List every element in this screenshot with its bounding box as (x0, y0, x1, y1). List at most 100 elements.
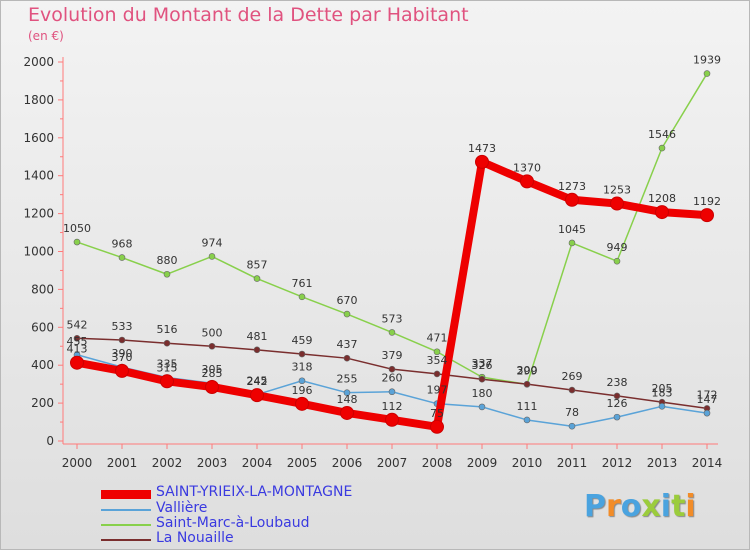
data-point-saint-marc-a-loubaud (568, 239, 576, 247)
chart-title: Evolution du Montant de la Dette par Hab… (28, 4, 469, 26)
logo-letter: i (685, 489, 696, 524)
data-point-la-nouaille (118, 336, 126, 344)
data-point-la-nouaille (298, 350, 306, 358)
data-label-saint-yrieix-la-montagne: 1473 (468, 142, 496, 155)
data-label-saint-marc-a-loubaud: 337 (472, 357, 493, 370)
data-label-valliere: 335 (157, 358, 178, 371)
data-point-saint-yrieix-la-montagne (520, 174, 534, 189)
data-point-valliere (703, 409, 711, 417)
data-label-saint-yrieix-la-montagne: 1208 (648, 192, 676, 205)
data-label-valliere: 126 (607, 397, 628, 410)
y-tick-label: 400 (31, 358, 54, 372)
data-label-saint-marc-a-loubaud: 974 (202, 236, 223, 249)
data-label-la-nouaille: 533 (112, 320, 133, 333)
data-label-saint-marc-a-loubaud: 761 (292, 277, 313, 290)
data-point-valliere (343, 389, 351, 396)
logo-letter: r (606, 489, 621, 524)
data-label-la-nouaille: 354 (427, 354, 448, 367)
data-point-saint-marc-a-loubaud (298, 293, 306, 301)
data-point-la-nouaille (523, 380, 531, 388)
logo-letter: P (584, 489, 606, 524)
data-point-saint-yrieix-la-montagne (430, 419, 444, 434)
data-label-la-nouaille: 481 (247, 330, 268, 343)
data-label-valliere: 260 (382, 372, 403, 385)
data-point-la-nouaille (163, 339, 171, 347)
data-label-saint-marc-a-loubaud: 573 (382, 312, 403, 325)
data-label-saint-yrieix-la-montagne: 112 (382, 400, 403, 413)
data-point-la-nouaille (613, 392, 621, 400)
data-point-saint-yrieix-la-montagne (160, 374, 174, 389)
legend-label-saint-marc-a-loubaud: Saint-Marc-à-Loubaud (156, 515, 310, 531)
data-label-saint-marc-a-loubaud: 670 (337, 294, 358, 307)
data-label-saint-marc-a-loubaud: 880 (157, 254, 178, 267)
legend-swatch-saint-yrieix-la-montagne (101, 490, 151, 499)
logo-letter: o (620, 489, 642, 524)
data-label-saint-yrieix-la-montagne: 413 (67, 343, 88, 356)
data-label-la-nouaille: 238 (607, 376, 628, 389)
data-point-la-nouaille (208, 342, 216, 350)
data-label-saint-yrieix-la-montagne: 1253 (603, 184, 631, 197)
data-point-saint-marc-a-loubaud (73, 238, 81, 246)
x-tick-label: 2000 (62, 456, 93, 470)
data-point-valliere (523, 416, 531, 424)
data-label-la-nouaille: 516 (157, 323, 178, 336)
data-point-valliere (613, 413, 621, 421)
y-tick-label: 1800 (23, 93, 54, 107)
data-point-saint-yrieix-la-montagne (700, 208, 714, 223)
y-tick-label: 2000 (23, 55, 54, 69)
x-tick-label: 2013 (647, 456, 678, 470)
data-label-saint-yrieix-la-montagne: 1273 (558, 180, 586, 193)
data-point-saint-marc-a-loubaud (253, 275, 261, 282)
y-tick-label: 1200 (23, 207, 54, 221)
data-point-saint-yrieix-la-montagne (295, 396, 309, 411)
data-label-la-nouaille: 542 (67, 318, 88, 331)
data-point-valliere (478, 403, 486, 411)
data-label-valliere: 245 (247, 375, 268, 388)
data-label-la-nouaille: 500 (202, 326, 223, 339)
data-label-saint-yrieix-la-montagne: 242 (247, 375, 268, 388)
y-tick-label: 0 (46, 434, 54, 448)
data-point-valliere (298, 377, 306, 385)
logo-letter: t (671, 489, 686, 524)
data-label-valliere: 305 (202, 363, 223, 376)
legend-label-la-nouaille: La Nouaille (156, 530, 234, 546)
x-tick-label: 2001 (107, 456, 138, 470)
data-point-valliere (658, 403, 666, 410)
data-label-valliere: 455 (67, 335, 88, 348)
data-point-saint-marc-a-loubaud (703, 70, 711, 77)
x-tick-label: 2008 (422, 456, 453, 470)
x-tick-label: 2007 (377, 456, 408, 470)
data-point-la-nouaille (478, 375, 486, 383)
data-point-saint-marc-a-loubaud (208, 253, 216, 260)
data-label-la-nouaille: 269 (562, 370, 583, 383)
data-label-saint-marc-a-loubaud: 471 (427, 332, 448, 345)
data-label-saint-yrieix-la-montagne: 148 (337, 393, 358, 406)
data-label-la-nouaille: 205 (652, 382, 673, 395)
data-point-saint-yrieix-la-montagne (340, 405, 354, 420)
x-tick-label: 2005 (287, 456, 318, 470)
data-point-saint-yrieix-la-montagne (70, 355, 84, 370)
x-tick-label: 2012 (602, 456, 633, 470)
x-tick-label: 2006 (332, 456, 363, 470)
data-label-la-nouaille: 300 (517, 364, 538, 377)
data-label-saint-yrieix-la-montagne: 75 (430, 407, 444, 420)
x-tick-label: 2014 (692, 456, 723, 470)
data-point-saint-yrieix-la-montagne (475, 154, 489, 169)
x-tick-label: 2010 (512, 456, 543, 470)
data-label-la-nouaille: 437 (337, 338, 358, 351)
data-point-saint-yrieix-la-montagne (385, 412, 399, 427)
legend-swatch-valliere (101, 509, 151, 511)
y-tick-label: 1600 (23, 131, 54, 145)
data-point-valliere (568, 422, 576, 430)
data-label-saint-marc-a-loubaud: 968 (112, 238, 133, 251)
data-point-la-nouaille (73, 334, 81, 342)
data-label-la-nouaille: 459 (292, 334, 313, 347)
data-point-saint-marc-a-loubaud (613, 257, 621, 265)
y-tick-label: 800 (31, 282, 54, 296)
legend-swatch-saint-marc-a-loubaud (101, 524, 151, 526)
y-tick-label: 1000 (23, 245, 54, 259)
x-tick-label: 2004 (242, 456, 273, 470)
data-point-la-nouaille (433, 370, 441, 378)
